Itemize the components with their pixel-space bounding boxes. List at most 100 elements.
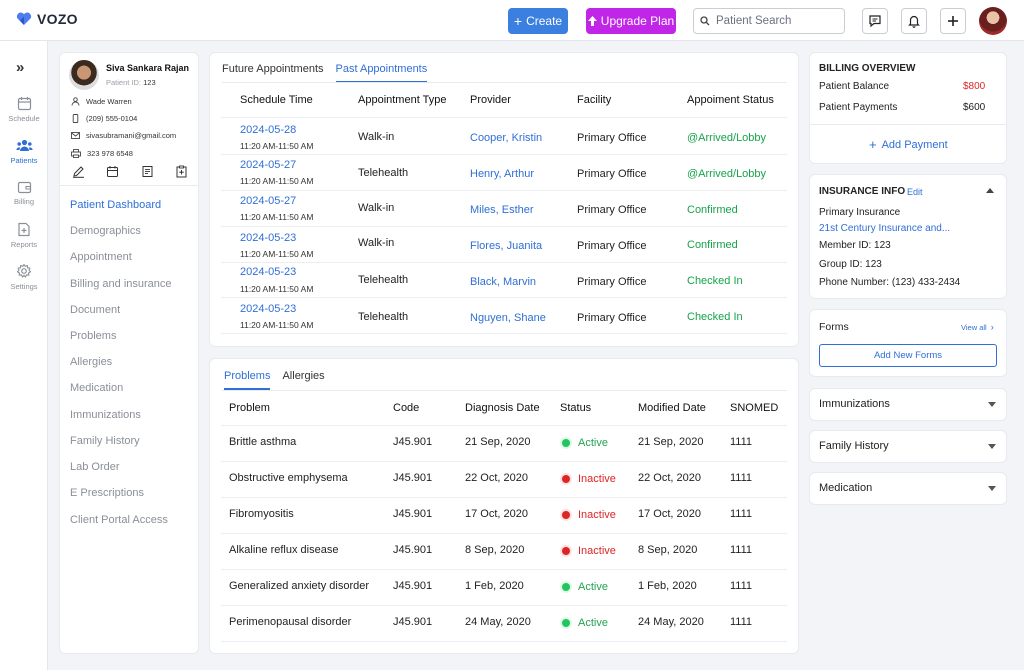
appointment-provider[interactable]: Henry, Arthur: [470, 168, 534, 180]
nav-lab-order[interactable]: Lab Order: [70, 461, 120, 473]
appointment-facility: Primary Office: [577, 276, 647, 288]
nav-allergies[interactable]: Allergies: [70, 356, 113, 368]
sidebar-item-billing[interactable]: Billing: [0, 180, 48, 206]
notifications-button[interactable]: [901, 8, 927, 34]
medical-report-icon[interactable]: [175, 165, 188, 178]
col-header-facility: Facility: [577, 94, 612, 106]
printer-icon: [71, 149, 81, 158]
patient-balance-value: $800: [963, 81, 986, 92]
accordion-family-history[interactable]: Family History: [810, 431, 1006, 462]
col-header-modified-date: Modified Date: [638, 402, 706, 414]
sidebar-item-reports[interactable]: Reports: [0, 222, 48, 249]
bell-icon: [908, 15, 920, 28]
appointment-date[interactable]: 2024-05-27: [240, 159, 297, 171]
insurance-company-link[interactable]: 21st Century Insurance and...: [819, 223, 951, 234]
row-divider: [221, 461, 787, 462]
sidebar-item-settings[interactable]: Settings: [0, 263, 48, 291]
appointment-date[interactable]: 2024-05-28: [240, 124, 297, 136]
patient-search[interactable]: [693, 8, 845, 34]
user-avatar[interactable]: [979, 7, 1007, 35]
chevron-right-icon: ›: [990, 322, 994, 332]
expand-chevron-icon[interactable]: »: [16, 59, 25, 76]
appointment-type: Telehealth: [358, 311, 409, 323]
appointment-date[interactable]: 2024-05-23: [240, 232, 297, 244]
appointment-facility: Primary Office: [577, 240, 647, 252]
billing-document-icon[interactable]: [141, 165, 154, 178]
add-button[interactable]: [940, 8, 966, 34]
tab-past-appointments[interactable]: Past Appointments: [335, 63, 428, 83]
appointment-facility: Primary Office: [577, 168, 647, 180]
view-all-forms-link[interactable]: View all ›: [961, 322, 994, 332]
nav-family-history[interactable]: Family History: [70, 435, 140, 447]
appointment-time: 11:20 AM-11:50 AM: [240, 320, 314, 330]
problem-snomed: 1111: [730, 580, 753, 592]
accordion-title: Immunizations: [819, 398, 890, 410]
search-input[interactable]: [716, 15, 836, 27]
nav-client-portal-access[interactable]: Client Portal Access: [70, 514, 168, 526]
sidebar-item-label: Reports: [10, 240, 38, 249]
calendar-icon[interactable]: [106, 165, 119, 178]
messages-button[interactable]: [862, 8, 888, 34]
plus-icon: +: [513, 13, 523, 29]
nav-billing-insurance[interactable]: Billing and insurance: [70, 278, 172, 290]
row-divider: [221, 154, 787, 155]
nav-medication[interactable]: Medication: [70, 382, 124, 394]
nav-document[interactable]: Document: [70, 304, 121, 316]
patient-id-label: Patient ID:: [106, 78, 142, 87]
nav-demographics[interactable]: Demographics: [70, 225, 141, 237]
nav-appointment[interactable]: Appointment: [70, 251, 132, 263]
nav-problems[interactable]: Problems: [70, 330, 117, 342]
appointment-provider[interactable]: Flores, Juanita: [470, 240, 543, 252]
problem-diagnosis-date: 21 Sep, 2020: [465, 436, 531, 448]
status-dot-icon: [562, 475, 570, 483]
create-label: Create: [526, 14, 563, 28]
insurance-title: INSURANCE INFO: [819, 186, 906, 197]
logo[interactable]: VOZO: [16, 11, 78, 27]
sidebar-item-label: Schedule: [8, 114, 40, 123]
add-new-forms-button[interactable]: Add New Forms: [819, 344, 997, 367]
nav-patient-dashboard[interactable]: Patient Dashboard: [70, 199, 162, 211]
appointment-date[interactable]: 2024-05-27: [240, 195, 297, 207]
appointment-time: 11:20 AM-11:50 AM: [240, 141, 314, 151]
row-divider: [221, 533, 787, 534]
problem-diagnosis-date: 24 May, 2020: [465, 616, 531, 628]
row-divider: [221, 226, 787, 227]
appointment-provider[interactable]: Nguyen, Shane: [470, 312, 546, 324]
row-divider: [221, 333, 787, 334]
sidebar-item-schedule[interactable]: Schedule: [0, 96, 48, 123]
nav-immunizations[interactable]: Immunizations: [70, 409, 141, 421]
sidebar-item-patients[interactable]: Patients: [0, 138, 48, 165]
tab-future-appointments[interactable]: Future Appointments: [222, 63, 324, 75]
edit-icon[interactable]: [72, 165, 85, 178]
person-icon: [71, 97, 80, 106]
appointment-provider[interactable]: Black, Marvin: [470, 276, 537, 288]
appointment-provider[interactable]: Miles, Esther: [470, 204, 534, 216]
insurance-edit-link[interactable]: Edit: [907, 187, 923, 197]
fax-number: 323 978 6548: [87, 149, 133, 158]
forms-title: Forms: [819, 321, 849, 333]
status-dot-icon: [562, 619, 570, 627]
appointment-date[interactable]: 2024-05-23: [240, 303, 297, 315]
add-payment-button[interactable]: + Add Payment: [869, 138, 948, 151]
accordion-immunizations[interactable]: Immunizations: [810, 389, 1006, 420]
appointment-provider[interactable]: Cooper, Kristin: [470, 132, 543, 144]
problem-status: Inactive: [562, 473, 616, 485]
billing-title: BILLING OVERVIEW: [819, 63, 916, 74]
create-button[interactable]: + Create: [508, 8, 568, 34]
col-header-code: Code: [393, 402, 420, 414]
nav-e-prescriptions[interactable]: E Prescriptions: [70, 487, 144, 499]
accordion-medication[interactable]: Medication: [810, 473, 1006, 504]
problems-card: [210, 359, 798, 653]
appointment-facility: Primary Office: [577, 132, 647, 144]
tab-problems[interactable]: Problems: [224, 370, 271, 390]
upgrade-plan-button[interactable]: Upgrade Plan: [586, 8, 676, 34]
appointment-time: 11:20 AM-11:50 AM: [240, 212, 314, 222]
appointment-date[interactable]: 2024-05-23: [240, 266, 297, 278]
chevron-down-icon: [988, 486, 996, 491]
sidebar-rail: » Schedule Patients Billing Reports Sett…: [0, 41, 48, 670]
collapse-chevron-icon[interactable]: [986, 188, 994, 193]
upgrade-arrow-icon: [587, 16, 597, 26]
appointment-status: @Arrived/Lobby: [687, 168, 767, 180]
problem-name: Brittle asthma: [229, 436, 297, 448]
tab-allergies[interactable]: Allergies: [282, 370, 325, 382]
